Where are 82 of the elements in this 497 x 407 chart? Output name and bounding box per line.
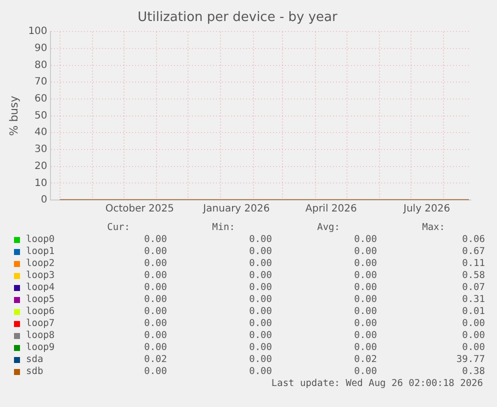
- text: 0.02: [353, 354, 377, 365]
- y-tick-label: 80: [34, 60, 48, 71]
- text: 0.00: [248, 318, 272, 329]
- legend-label: loop5: [26, 294, 55, 305]
- text: 0.00: [143, 258, 167, 269]
- legend-label: loop1: [26, 246, 55, 257]
- text: 0.00: [353, 258, 377, 269]
- legend-label: loop0: [26, 234, 55, 245]
- text: 0.00: [353, 246, 377, 257]
- text: 0.11: [461, 258, 485, 269]
- text: 0.00: [461, 318, 485, 329]
- text: 0.00: [143, 234, 167, 245]
- text: 0.00: [353, 234, 377, 245]
- text: 0.06: [461, 234, 485, 245]
- text: 0.58: [461, 270, 485, 281]
- text: 0.38: [461, 366, 485, 377]
- text: Cur:: [106, 222, 130, 233]
- text: 0.00: [143, 282, 167, 293]
- text: 0.00: [143, 246, 167, 257]
- legend-label: loop3: [26, 270, 55, 281]
- legend-label: loop7: [26, 318, 55, 329]
- text: 0.00: [248, 294, 272, 305]
- text: 0.00: [143, 318, 167, 329]
- text: Max:: [421, 222, 445, 233]
- text: 0.00: [143, 330, 167, 341]
- y-tick-label: 0: [40, 194, 48, 206]
- legend-label: sda: [26, 354, 44, 365]
- text: 0.00: [248, 258, 272, 269]
- legend-label: loop8: [26, 330, 55, 341]
- legend-label: loop2: [26, 258, 55, 269]
- legend-label: loop4: [26, 282, 55, 293]
- text: 0.07: [461, 282, 485, 293]
- text: 0.00: [248, 354, 272, 365]
- text: Last update: Wed Aug 26 02:00:18 2026: [271, 378, 483, 389]
- text: 0.00: [353, 282, 377, 293]
- text: 0.00: [248, 342, 272, 353]
- legend-label: loop9: [26, 342, 55, 353]
- legend-label: loop6: [26, 306, 55, 317]
- y-tick-label: 60: [34, 94, 48, 105]
- text: 0.00: [461, 330, 485, 341]
- text: 0.31: [461, 294, 485, 305]
- text: 0.00: [353, 366, 377, 377]
- text: 0.02: [143, 354, 167, 365]
- text: 0.67: [461, 246, 485, 257]
- y-tick-label: 20: [34, 160, 48, 172]
- y-tick-label: 10: [34, 178, 48, 189]
- text: 0.00: [143, 306, 167, 317]
- text: 0.00: [353, 318, 377, 329]
- text: 0.00: [143, 366, 167, 377]
- text: 0.00: [461, 342, 485, 353]
- y-tick-label: 30: [34, 144, 48, 156]
- text: 0.00: [248, 270, 272, 281]
- text: 0.00: [248, 366, 272, 377]
- x-tick-label: October 2025: [105, 204, 174, 215]
- x-tick-label: April 2026: [305, 204, 357, 215]
- y-tick-label: 100: [28, 26, 48, 38]
- text: 0.00: [248, 234, 272, 245]
- chart-title: Utilization per device - by year: [138, 10, 338, 26]
- y-tick-label: 70: [34, 76, 48, 88]
- y-tick-label: 40: [34, 127, 48, 138]
- text: 0.00: [248, 282, 272, 293]
- text: 0.00: [353, 294, 377, 305]
- y-tick-label: 90: [34, 43, 48, 54]
- legend-label: sdb: [26, 366, 44, 377]
- text: 0.00: [248, 306, 272, 317]
- y-axis-title: % busy: [7, 95, 20, 136]
- text: 0.00: [143, 294, 167, 305]
- text: 0.00: [353, 330, 377, 341]
- text: 0.00: [143, 270, 167, 281]
- text: Avg:: [316, 222, 340, 233]
- text: 0.00: [143, 342, 167, 353]
- x-tick-label: July 2026: [402, 204, 450, 215]
- text: 39.77: [455, 354, 485, 365]
- text: 0.00: [353, 270, 377, 281]
- text: 0.00: [353, 342, 377, 353]
- text: 0.00: [248, 330, 272, 341]
- x-tick-label: January 2026: [202, 204, 270, 215]
- text: 0.00: [353, 306, 377, 317]
- text: 0.01: [461, 306, 485, 317]
- text: Min:: [211, 222, 235, 233]
- text: 0.00: [248, 246, 272, 257]
- y-tick-label: 50: [34, 110, 48, 122]
